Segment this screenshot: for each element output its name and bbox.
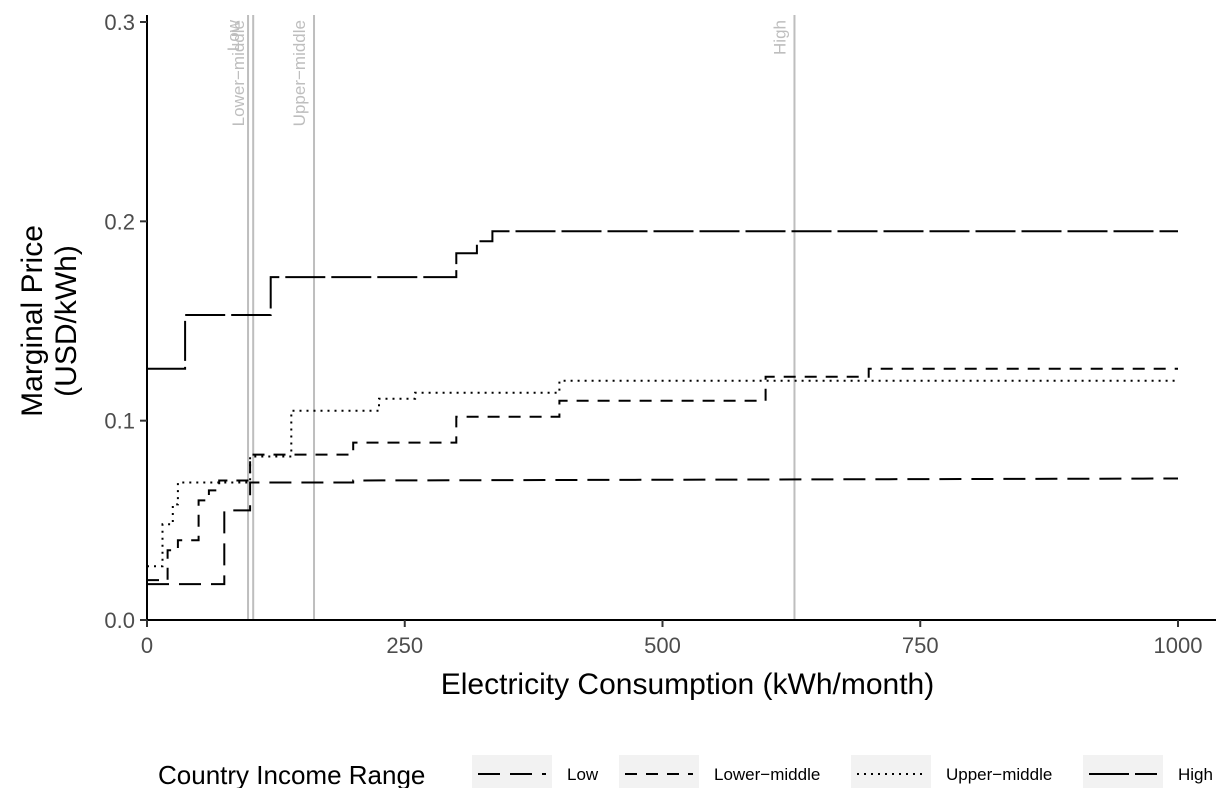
y-axis-title-line-1: Marginal Price <box>16 225 49 417</box>
reference-line-label: Lower−middle <box>229 20 248 126</box>
legend-key-box <box>851 755 931 788</box>
x-tick-label: 500 <box>644 633 681 658</box>
legend-key-box <box>472 755 552 788</box>
series-line <box>147 230 1178 370</box>
x-tick-label: 0 <box>141 633 153 658</box>
legend-label: Lower−middle <box>714 765 820 784</box>
y-tick-label: 0.3 <box>104 10 135 35</box>
reference-line-label: High <box>770 20 789 55</box>
axes: 0 250 500 750 1000 0.0 0.1 0.2 0.3 <box>104 10 1216 658</box>
y-axis-title: Marginal Price (USD/kWh) <box>16 225 83 417</box>
y-ticks: 0.0 0.1 0.2 0.3 <box>104 10 147 633</box>
x-tick-label: 250 <box>386 633 423 658</box>
y-axis-title-line-2: (USD/kWh) <box>50 245 83 397</box>
legend-key-box <box>619 755 699 788</box>
legend: Country Income Range Low Lower−middle Uppe… <box>158 755 1213 788</box>
series-line <box>147 379 1178 568</box>
reference-line-label: Upper−middle <box>290 20 309 126</box>
series-layer <box>147 230 1179 586</box>
legend-title: Country Income Range <box>158 760 425 788</box>
reference-line-label: Low <box>224 19 243 51</box>
x-tick-label: 1000 <box>1154 633 1203 658</box>
y-tick-label: 0.1 <box>104 409 135 434</box>
x-ticks: 0 250 500 750 1000 <box>141 620 1203 658</box>
series-line <box>147 367 1178 582</box>
legend-label: Low <box>567 765 599 784</box>
legend-label: Upper−middle <box>946 765 1052 784</box>
y-tick-label: 0.0 <box>104 608 135 633</box>
x-axis-title: Electricity Consumption (kWh/month) <box>441 668 934 701</box>
y-tick-label: 0.2 <box>104 209 135 234</box>
legend-key-box <box>1083 755 1163 788</box>
x-tick-label: 750 <box>902 633 939 658</box>
legend-label: High <box>1178 765 1213 784</box>
series-line <box>147 477 1179 586</box>
